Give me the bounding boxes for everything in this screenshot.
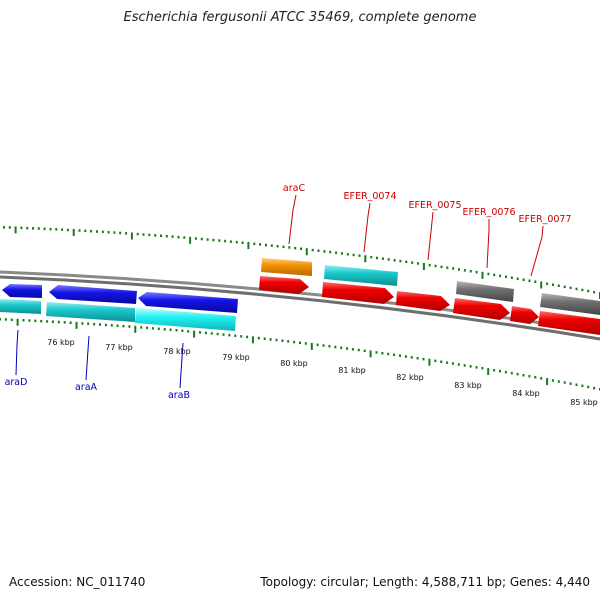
ruler-label-84: 84 kbp [512, 389, 540, 398]
gene-araD[interactable] [0, 299, 41, 314]
cds-efer0076[interactable] [453, 298, 510, 320]
cds-araD[interactable] [2, 284, 42, 298]
ruler-label-79: 79 kbp [222, 353, 250, 362]
ruler-label-77: 77 kbp [105, 343, 133, 352]
ruler-label-82: 82 kbp [396, 373, 424, 382]
cds-efer0074[interactable] [322, 282, 394, 304]
leader-araC [288, 194, 297, 245]
cds-araA[interactable] [49, 285, 137, 304]
cds-efer0077a[interactable] [510, 306, 539, 324]
gene-efer0076[interactable] [456, 281, 514, 302]
ruler-label-78: 78 kbp [163, 347, 191, 356]
cds-araB[interactable] [138, 292, 238, 313]
label-araB: araB [168, 390, 190, 401]
backbone-lower [0, 275, 600, 341]
gene-efer0074[interactable] [324, 265, 398, 286]
cds-efer0077b[interactable] [538, 311, 600, 335]
gene-efer0077[interactable] [540, 293, 600, 315]
tick-ruler-top [3, 226, 600, 299]
tick-ruler-bottom [0, 318, 600, 391]
label-efer0076: EFER_0076 [463, 207, 516, 218]
ruler-label-83: 83 kbp [454, 381, 482, 390]
leader-araA [85, 335, 90, 381]
label-araD: araD [5, 377, 28, 388]
label-efer0077: EFER_0077 [519, 214, 572, 225]
leader-efer0074 [363, 202, 371, 253]
gene-araA[interactable] [46, 302, 135, 322]
gene-araC[interactable] [261, 258, 312, 276]
leader-araD [15, 329, 19, 376]
ruler-label-81: 81 kbp [338, 366, 366, 375]
leader-efer0075 [427, 211, 434, 261]
ruler-label-76: 76 kbp [47, 338, 75, 347]
gene-araB[interactable] [135, 308, 236, 331]
cds-efer0075[interactable] [396, 291, 450, 311]
accession-text: Accession: NC_011740 [9, 575, 146, 589]
cds-araC[interactable] [259, 276, 309, 294]
ruler-label-80: 80 kbp [280, 359, 308, 368]
leader-efer0076 [486, 219, 490, 269]
leader-efer0077 [530, 225, 544, 277]
label-araA: araA [75, 382, 98, 393]
label-efer0075: EFER_0075 [409, 200, 462, 211]
label-efer0074: EFER_0074 [344, 191, 397, 202]
ruler-label-85: 85 kbp [570, 398, 598, 407]
leader-araB [179, 342, 184, 389]
genome-summary-text: Topology: circular; Length: 4,588,711 bp… [260, 575, 590, 589]
genome-title: Escherichia fergusonii ATCC 35469, compl… [123, 10, 477, 25]
label-araC: araC [283, 183, 306, 194]
